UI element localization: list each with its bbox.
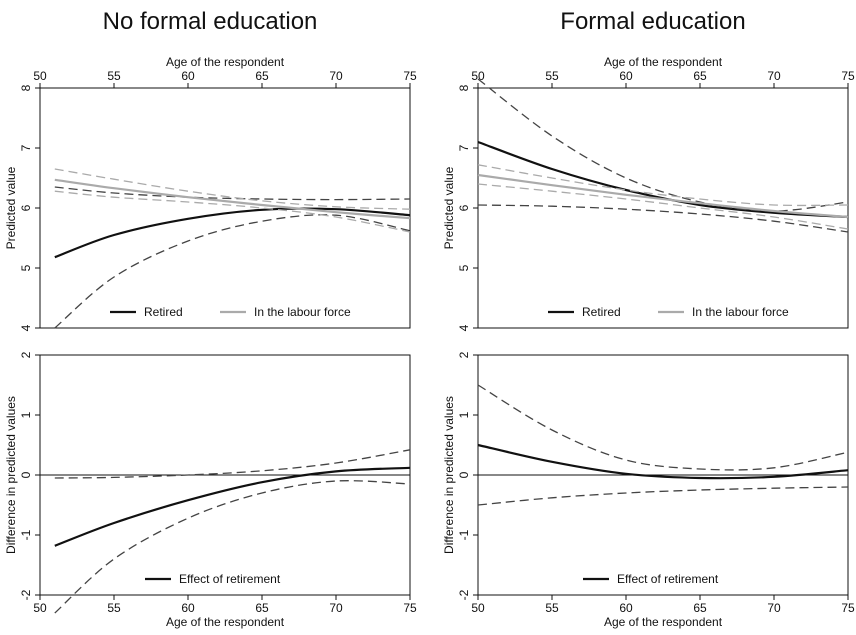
x-tick-label: 70 (329, 601, 343, 615)
y-tick-label: -2 (19, 589, 33, 600)
series-line (54, 207, 411, 259)
x-tick-label: 60 (181, 601, 195, 615)
series-line (477, 140, 849, 219)
x-tick-label: 65 (693, 69, 707, 83)
y-axis-title: Predicted value (442, 166, 456, 249)
panel-1: 50 55 60 65 70 75 Age of the respondent 4 5 6 7 8 Pr… (4, 55, 417, 331)
ci-dashed-line (477, 183, 849, 230)
y-tick-label: 7 (19, 144, 33, 151)
y-tick-label: 2 (19, 351, 33, 358)
y-tick-label: 1 (19, 411, 33, 418)
x-tick-label: 50 (33, 69, 47, 83)
legend-label: Effect of retirement (179, 572, 281, 586)
title-formal-education: Formal education (560, 8, 745, 35)
series-line (54, 178, 411, 220)
legend-label: Effect of retirement (617, 572, 719, 586)
x-tick-label: 70 (329, 69, 343, 83)
x-tick-label: 70 (767, 601, 781, 615)
panel-2: 50 55 60 65 70 75 Age of the respondent 4 5 6 7 8 Pr… (442, 55, 855, 331)
x-tick-label: 60 (619, 601, 633, 615)
x-axis-title: Age of the respondent (166, 55, 285, 69)
y-tick-label: -1 (457, 529, 471, 540)
x-tick-label: 60 (181, 69, 195, 83)
y-tick-label: -2 (457, 589, 471, 600)
ci-dashed-line (54, 168, 411, 210)
x-axis-title: Age of the respondent (604, 615, 723, 629)
x-tick-label: 75 (403, 601, 417, 615)
x-tick-label: 65 (693, 601, 707, 615)
y-tick-label: 6 (19, 204, 33, 211)
legend-label: Retired (144, 305, 183, 319)
title-no-formal-education: No formal education (103, 8, 318, 35)
x-tick-label: 50 (471, 601, 485, 615)
y-tick-label: 7 (457, 144, 471, 151)
series-line (477, 173, 849, 219)
ci-dashed-line (54, 480, 411, 614)
series-line (477, 443, 849, 480)
x-tick-label: 75 (403, 69, 417, 83)
y-tick-label: 0 (19, 471, 33, 478)
y-axis-title: Difference in predicted values (442, 396, 456, 554)
y-tick-label: -1 (19, 529, 33, 540)
panel-3: 50 55 60 65 70 75 Age of the respondent -2 -1 0 1 2… (4, 351, 417, 629)
x-tick-label: 55 (107, 69, 121, 83)
y-tick-label: 5 (457, 264, 471, 271)
x-tick-label: 50 (33, 601, 47, 615)
x-tick-label: 65 (255, 69, 269, 83)
x-tick-label: 65 (255, 601, 269, 615)
x-tick-label: 70 (767, 69, 781, 83)
y-tick-label: 6 (457, 204, 471, 211)
x-tick-label: 75 (841, 601, 855, 615)
x-tick-label: 50 (471, 69, 485, 83)
x-tick-label: 55 (545, 601, 559, 615)
y-tick-label: 2 (457, 351, 471, 358)
y-axis-title: Predicted value (4, 166, 18, 249)
legend-label: Retired (582, 305, 621, 319)
y-tick-label: 8 (457, 84, 471, 91)
y-tick-label: 4 (457, 324, 471, 331)
y-tick-label: 8 (19, 84, 33, 91)
ci-dashed-line (54, 214, 411, 329)
ci-dashed-line (54, 186, 411, 201)
x-tick-label: 75 (841, 69, 855, 83)
y-tick-label: 5 (19, 264, 33, 271)
series-line (54, 466, 411, 547)
x-axis-title: Age of the respondent (604, 55, 723, 69)
plot-frame (477, 87, 849, 329)
ci-dashed-line (477, 384, 849, 471)
x-tick-label: 55 (545, 69, 559, 83)
x-tick-label: 55 (107, 601, 121, 615)
y-tick-label: 1 (457, 411, 471, 418)
legend-label: In the labour force (254, 305, 351, 319)
x-axis-title: Age of the respondent (166, 615, 285, 629)
x-tick-label: 60 (619, 69, 633, 83)
ci-dashed-line (54, 449, 411, 479)
panel-4: 50 55 60 65 70 75 Age of the respondent -2 -1 0 1 2… (442, 351, 855, 629)
legend-label: In the labour force (692, 305, 789, 319)
ci-dashed-line (54, 190, 411, 233)
y-tick-label: 0 (457, 471, 471, 478)
ci-dashed-line (477, 164, 849, 207)
y-axis-title: Difference in predicted values (4, 396, 18, 554)
y-tick-label: 4 (19, 324, 33, 331)
ci-dashed-line (477, 204, 849, 233)
ci-dashed-line (477, 78, 849, 212)
ci-dashed-line (477, 486, 849, 506)
